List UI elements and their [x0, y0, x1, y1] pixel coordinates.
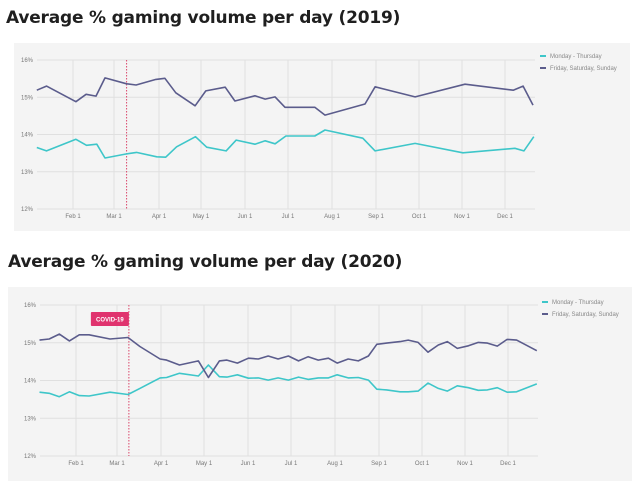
- x-tick-label: May 1: [193, 214, 210, 220]
- x-tick-label: Dec 1: [500, 461, 516, 467]
- y-tick-label: 13%: [21, 170, 34, 176]
- series-line-monday-thursday: [39, 364, 538, 398]
- x-tick-label: Oct 1: [412, 214, 427, 220]
- x-tick-label: Feb 1: [65, 214, 81, 220]
- x-tick-label: Dec 1: [497, 214, 513, 220]
- x-tick-label: Jul 1: [285, 461, 298, 467]
- x-tick-label: Sep 1: [371, 461, 387, 467]
- series-line-friday-saturday-sunday: [36, 77, 534, 116]
- legend-label: Monday - Thursday: [550, 54, 602, 60]
- series-line-friday-saturday-sunday: [39, 333, 538, 379]
- x-tick-label: Jun 1: [238, 214, 253, 220]
- x-tick-label: Apr 1: [152, 214, 167, 220]
- legend-label: Friday, Saturday, Sunday: [550, 66, 617, 72]
- x-tick-label: May 1: [196, 461, 213, 467]
- legend-label: Monday - Thursday: [552, 300, 604, 306]
- y-tick-label: 15%: [24, 341, 37, 347]
- chart-panel-2019: 16% 15% 14% 13% 12% Feb 1 Mar 1 Apr 1 May 1 Jun 1…: [14, 43, 630, 231]
- y-tick-label: 13%: [24, 416, 37, 422]
- x-tick-label: Sep 1: [368, 214, 384, 220]
- x-tick-label: Jul 1: [282, 214, 295, 220]
- y-tick-label: 12%: [24, 454, 37, 460]
- covid-annotation-box: [90, 312, 129, 326]
- x-tick-label: Aug 1: [324, 214, 340, 220]
- legend-label: Friday, Saturday, Sunday: [552, 312, 619, 318]
- series-line-monday-thursday: [36, 129, 535, 159]
- y-tick-label: 14%: [24, 379, 37, 385]
- y-tick-label: 16%: [21, 58, 34, 64]
- x-tick-label: Aug 1: [327, 461, 343, 467]
- x-tick-label: Feb 1: [68, 461, 84, 467]
- line-chart-2019: 16% 15% 14% 13% 12% Feb 1 Mar 1 Apr 1 May 1 Jun 1…: [21, 54, 617, 220]
- x-tick-label: Apr 1: [154, 461, 169, 467]
- x-tick-label: Nov 1: [454, 214, 470, 220]
- x-tick-label: Oct 1: [415, 461, 430, 467]
- covid-annotation-label: COVID-19: [96, 318, 124, 324]
- chart-panel-2020: 16% 15% 14% 13% 12% Feb 1 Mar 1 Apr 1 May 1 Jun 1…: [8, 287, 632, 481]
- x-tick-label: Mar 1: [109, 461, 125, 467]
- y-tick-label: 12%: [21, 207, 34, 213]
- x-tick-label: Jun 1: [241, 461, 256, 467]
- x-tick-label: Nov 1: [457, 461, 473, 467]
- chart-title-2019: Average % gaming volume per day (2019): [6, 8, 401, 28]
- y-tick-label: 16%: [24, 303, 37, 309]
- y-tick-label: 14%: [21, 133, 34, 139]
- chart-title-2020: Average % gaming volume per day (2020): [8, 252, 403, 272]
- x-tick-label: Mar 1: [106, 214, 122, 220]
- y-tick-label: 15%: [21, 95, 34, 101]
- line-chart-2020: 16% 15% 14% 13% 12% Feb 1 Mar 1 Apr 1 May 1 Jun 1…: [24, 300, 619, 467]
